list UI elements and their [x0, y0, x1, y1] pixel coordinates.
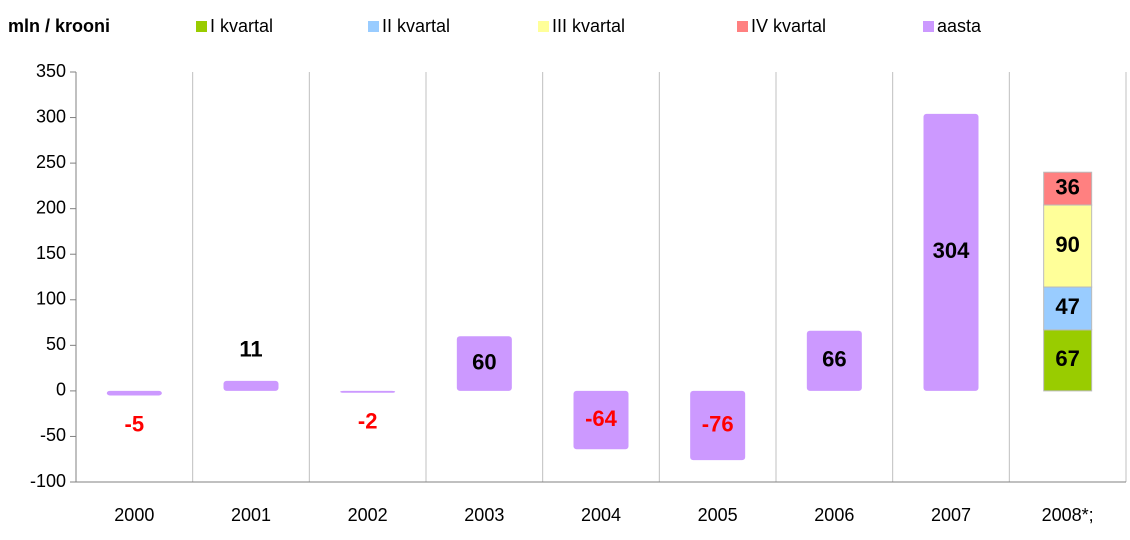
bar: [456, 336, 512, 391]
y-tick-label: 50: [46, 334, 66, 354]
y-tick-label: 350: [36, 61, 66, 81]
legend-label: III kvartal: [552, 16, 625, 36]
bar: [106, 390, 162, 396]
y-tick-label: -50: [40, 425, 66, 445]
bar: [1043, 286, 1093, 331]
bar: [223, 380, 279, 391]
data-label: 90: [1055, 232, 1079, 257]
y-tick-label: -100: [30, 471, 66, 491]
data-label: 304: [933, 238, 970, 263]
x-tick-label: 2007: [931, 505, 971, 525]
bar: [806, 330, 862, 391]
legend-label: aasta: [937, 16, 982, 36]
data-label: -64: [585, 406, 618, 431]
bar: [690, 390, 746, 461]
x-tick-label: 2000: [114, 505, 154, 525]
legend-swatch: [196, 21, 207, 32]
x-tick-label: 2005: [698, 505, 738, 525]
data-label: 36: [1055, 174, 1079, 199]
data-label: 60: [472, 349, 496, 374]
bar: [340, 390, 396, 393]
x-tick-label: 2006: [814, 505, 854, 525]
y-tick-label: 250: [36, 152, 66, 172]
y-tick-label: 150: [36, 243, 66, 263]
legend-label: II kvartal: [382, 16, 450, 36]
legend-swatch: [538, 21, 549, 32]
data-label: 67: [1055, 346, 1079, 371]
bar: [1043, 329, 1093, 392]
x-tick-label: 2002: [348, 505, 388, 525]
bar: [1043, 171, 1093, 206]
legend-swatch: [923, 21, 934, 32]
data-label: -76: [702, 411, 734, 436]
x-tick-label: 2001: [231, 505, 271, 525]
y-tick-label: 300: [36, 106, 66, 126]
y-tick-label: 200: [36, 197, 66, 217]
legend-swatch: [368, 21, 379, 32]
data-label: 66: [822, 347, 846, 372]
y-tick-label: 100: [36, 289, 66, 309]
y-axis-label: mln / krooni: [8, 16, 110, 36]
legend-label: IV kvartal: [751, 16, 826, 36]
data-label: -5: [125, 411, 145, 436]
x-tick-label: 2008*;: [1042, 505, 1094, 525]
bar: [923, 113, 979, 391]
data-label: -2: [358, 409, 378, 434]
data-label: 11: [239, 337, 262, 362]
legend-label: I kvartal: [210, 16, 273, 36]
y-tick-label: 0: [56, 380, 66, 400]
data-label: 47: [1055, 294, 1079, 319]
x-tick-label: 2004: [581, 505, 621, 525]
bar: [573, 390, 629, 450]
bar: [1043, 204, 1093, 288]
x-tick-label: 2003: [464, 505, 504, 525]
legend-swatch: [737, 21, 748, 32]
